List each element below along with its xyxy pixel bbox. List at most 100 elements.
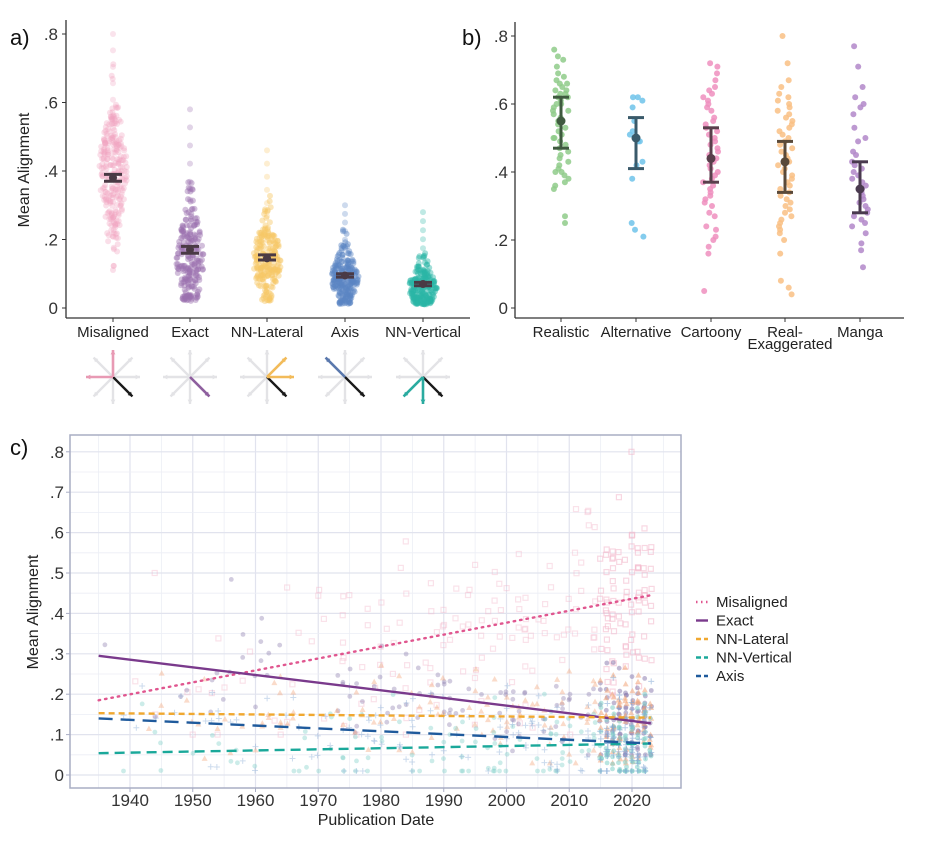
data-point: [623, 651, 630, 658]
data-point: [416, 253, 423, 260]
data-point: [345, 285, 352, 292]
data-point: [102, 127, 109, 134]
data-point: [511, 717, 517, 723]
data-point: [417, 294, 424, 301]
data-point: [425, 291, 432, 298]
data-point: [440, 747, 447, 754]
data-point: [421, 272, 428, 279]
data-point: [414, 276, 421, 282]
data-point: [353, 281, 360, 288]
data-point: [622, 759, 628, 765]
data-point: [115, 188, 121, 195]
data-point: [571, 630, 579, 637]
data-point: [335, 673, 341, 678]
data-point: [260, 292, 267, 299]
data-point: [270, 263, 276, 270]
data-point: [252, 746, 259, 753]
data-point: [186, 235, 193, 242]
data-point: [116, 156, 123, 163]
data-point: [114, 121, 120, 127]
data-point: [421, 269, 428, 276]
data-point: [428, 608, 435, 615]
data-point: [264, 267, 271, 274]
data-point: [119, 157, 126, 164]
arrow-head: [86, 374, 91, 380]
arrow-head: [289, 374, 294, 380]
data-point: [188, 295, 195, 302]
data-point: [352, 730, 358, 736]
data-point: [347, 293, 354, 300]
data-point: [342, 264, 349, 271]
data-point: [260, 272, 266, 279]
data-point: [615, 753, 622, 760]
data-point: [427, 295, 434, 302]
data-point: [272, 266, 279, 273]
data-point: [258, 243, 265, 250]
data-point: [175, 266, 182, 273]
data-point: [110, 262, 117, 269]
data-point: [331, 262, 338, 269]
data-point: [339, 251, 346, 258]
data-point: [641, 655, 648, 662]
data-point: [338, 263, 344, 270]
data-point: [353, 280, 360, 286]
data-point: [415, 665, 421, 671]
data-point: [262, 263, 268, 269]
data-point: [109, 134, 116, 141]
data-point: [610, 766, 615, 772]
data-point: [417, 299, 424, 306]
data-point: [108, 227, 115, 234]
data-point: [179, 295, 186, 302]
data-point: [430, 274, 436, 281]
data-point: [194, 293, 201, 300]
data-point: [424, 296, 431, 303]
data-point: [158, 670, 165, 676]
data-point: [453, 725, 458, 731]
data-point: [263, 282, 270, 289]
data-point: [295, 629, 302, 636]
data-point: [648, 544, 655, 551]
data-point: [104, 210, 111, 217]
data-point: [291, 768, 297, 774]
data-point: [347, 296, 354, 303]
data-point: [253, 238, 260, 245]
data-point: [187, 264, 194, 271]
data-point: [497, 768, 502, 774]
arrow-head: [127, 391, 133, 397]
data-point: [261, 298, 268, 305]
data-point: [145, 725, 152, 732]
data-point: [416, 291, 423, 298]
arrow-shaft: [189, 376, 211, 398]
data-point: [358, 731, 365, 738]
data-point: [260, 226, 267, 233]
data-point: [584, 508, 591, 516]
data-point: [106, 198, 113, 205]
data-point: [441, 681, 447, 687]
data-point: [235, 760, 240, 766]
data-point: [182, 274, 188, 281]
data-point: [597, 687, 603, 692]
data-point: [184, 230, 190, 237]
data-point: [259, 296, 265, 303]
data-point: [189, 197, 196, 204]
data-point: [266, 198, 273, 205]
data-point: [346, 248, 353, 255]
data-point: [264, 207, 271, 214]
data-point: [113, 230, 120, 237]
data-point: [415, 299, 422, 306]
data-point: [266, 261, 273, 268]
data-point: [196, 228, 203, 235]
data-point: [262, 291, 268, 298]
data-point: [116, 137, 123, 144]
data-point: [459, 738, 465, 744]
data-point: [115, 141, 122, 148]
data-point: [187, 274, 194, 281]
data-point: [186, 267, 193, 274]
data-point: [403, 590, 410, 597]
data-point: [184, 264, 191, 271]
data-point: [253, 275, 260, 282]
data-point: [473, 739, 478, 745]
data-point: [609, 555, 616, 562]
arrow-head: [93, 391, 99, 397]
data-point: [554, 702, 560, 708]
